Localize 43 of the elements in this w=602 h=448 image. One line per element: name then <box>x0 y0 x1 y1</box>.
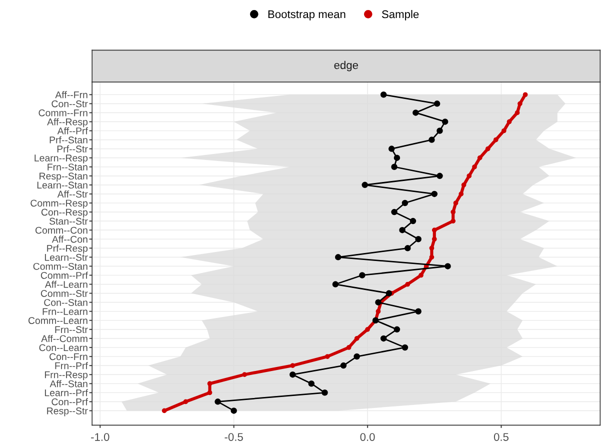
x-tick-label: 0.0 <box>360 433 375 441</box>
y-tick-label: Frn--Resp <box>44 371 88 380</box>
y-tick-label: Resp--Str <box>47 407 88 416</box>
y-tick-label: Con--Str <box>52 100 88 108</box>
x-tick-label: 0.5 <box>494 433 509 441</box>
y-tick-label: Aff--Resp <box>47 118 88 128</box>
y-tick-label: Learn--Str <box>44 254 88 261</box>
y-tick-label: Learn--Prf <box>44 389 88 396</box>
x-tick-label: -1.0 <box>91 433 110 441</box>
y-tick-label: Comm--Str <box>40 290 88 297</box>
y-tick-label: Aff--Str <box>57 190 88 198</box>
y-tick-label: Aff--Comm <box>41 334 88 342</box>
y-tick-label: Frn--Learn <box>42 308 88 315</box>
y-tick-label: Con--Learn <box>39 344 88 352</box>
y-tick-label: Resp--Stan <box>40 172 88 182</box>
y-tick-label: Comm--Resp <box>30 200 88 209</box>
y-tick-label: Comm--Frn <box>38 109 88 116</box>
y-tick-label: Prf--Resp <box>47 244 88 254</box>
y-tick-label: Aff--Frn <box>55 91 88 98</box>
y-tick-label: Con--Frn <box>50 353 88 360</box>
y-tick-label: Learn--Resp <box>34 154 88 164</box>
y-tick-label: Aff--Con <box>52 236 88 243</box>
y-tick-label: Prf--Str <box>57 145 88 152</box>
legend-label: Bootstrap mean <box>268 10 346 20</box>
y-tick-label: Aff--Learn <box>44 280 88 288</box>
y-tick-label: Aff--Stan <box>50 380 88 388</box>
y-tick-label: Comm--Learn <box>28 317 88 324</box>
x-tick-label: -0.5 <box>224 433 243 441</box>
y-tick-label: Frn--Prf <box>55 362 88 370</box>
y-tick-label: Comm--Con <box>36 226 88 234</box>
chart-title: edge <box>334 60 358 72</box>
y-tick-label: Aff--Prf <box>57 127 88 134</box>
y-tick-label: Frn--Stan <box>48 164 88 170</box>
legend-label: Sample <box>382 10 419 20</box>
y-tick-label: Frn--Str <box>55 326 88 334</box>
y-tick-label: Comm--Prf <box>40 272 88 279</box>
y-tick-label: Comm--Stan <box>33 262 88 270</box>
y-tick-label: Learn--Stan <box>37 182 88 189</box>
y-tick-label: Con--Stan <box>44 299 88 306</box>
y-tick-label: Stan--Str <box>49 218 88 225</box>
y-tick-label: Con--Prf <box>52 398 88 406</box>
y-tick-label: Prf--Stan <box>50 136 88 144</box>
y-tick-label: Con--Resp <box>41 208 88 218</box>
